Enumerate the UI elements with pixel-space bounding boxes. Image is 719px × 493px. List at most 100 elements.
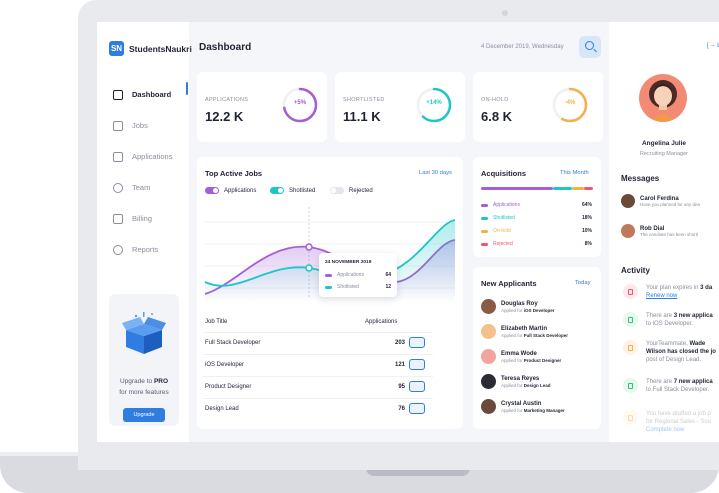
- applications-point[interactable]: [305, 243, 313, 251]
- right-panel: [→ Lo Angelina Julie Recruiting Manager …: [609, 22, 719, 442]
- upgrade-text: Upgrade to PRO for more features: [109, 376, 179, 398]
- toggle-rejected[interactable]: Rejected: [330, 187, 373, 194]
- avatar: [481, 374, 496, 389]
- job-title: Product Designer: [205, 384, 252, 390]
- job-title: Design Lead: [205, 406, 239, 412]
- chart-view-button[interactable]: [409, 337, 425, 348]
- activity-item[interactable]: Your plan expires in 3 da Renew now: [623, 284, 712, 300]
- activity-item[interactable]: YourTeammate, Wade Wilson has closed the …: [623, 340, 716, 364]
- renew-now-link[interactable]: Renew now: [646, 293, 678, 299]
- sidebar-item-reports[interactable]: Reports: [113, 234, 172, 265]
- applicant-role: iOS Developer: [523, 307, 555, 313]
- sidebar-item-jobs[interactable]: Jobs: [113, 110, 172, 141]
- applied-for-prefix: Applied for: [501, 332, 524, 338]
- activity-bold: 3 new applica: [673, 313, 713, 319]
- document-icon: [623, 312, 638, 327]
- acquisition-label: Shotlisted: [493, 215, 515, 221]
- applicant-item[interactable]: Teresa Reyes Applied for Design Lead: [481, 374, 551, 389]
- chart-view-button[interactable]: [409, 381, 425, 392]
- sidebar-item-applications[interactable]: Applications: [113, 141, 172, 172]
- alert-icon: [623, 284, 638, 299]
- sidebar-item-label: Applications: [132, 152, 173, 161]
- acquisition-value: 18%: [581, 215, 592, 221]
- chart-view-button[interactable]: [409, 403, 425, 414]
- activity-item[interactable]: There are 7 new applica to Full Stack Dev…: [623, 378, 713, 394]
- tooltip-label: Shotlisted: [337, 284, 359, 290]
- acquisitions-bar-onhold: [572, 187, 584, 190]
- draft-icon: [623, 410, 638, 425]
- avatar-illustration: [649, 80, 677, 122]
- column-header-applications: Applications: [365, 319, 398, 325]
- message-item[interactable]: Rob Dial The candiate has been shortl: [621, 224, 698, 238]
- activity-text: Wilson has closed the jo: [646, 349, 716, 355]
- sidebar-item-billing[interactable]: Billing: [113, 203, 172, 234]
- avatar: [621, 224, 635, 238]
- close-circle-icon: [623, 340, 638, 355]
- logout-link[interactable]: [→ Lo: [707, 42, 719, 49]
- activity-text: There are: [646, 379, 674, 385]
- legend-swatch: [481, 242, 488, 246]
- chart-tooltip: 24 NOVEMBER 2019 Applications 64 Shotlist…: [319, 253, 397, 297]
- activity-text: Your plan expires in: [646, 285, 701, 291]
- stat-label: SHORTLISTED: [343, 97, 385, 103]
- job-title: Full Stack Developer: [205, 340, 261, 346]
- stat-label: ON-HOLD: [481, 97, 509, 103]
- legend-swatch: [481, 216, 488, 220]
- last-30-days-link[interactable]: Last 30 days: [419, 170, 452, 176]
- team-icon: [113, 182, 123, 193]
- stat-change: +14%: [426, 100, 442, 106]
- table-row[interactable]: Design Lead 76: [203, 398, 433, 420]
- active-indicator: [186, 82, 188, 95]
- sidebar-item-dashboard[interactable]: Dashboard: [113, 79, 172, 110]
- table-row[interactable]: Full Stack Developer 203: [203, 332, 433, 354]
- tooltip-row: Shotlisted 12: [325, 284, 391, 290]
- applied-for-prefix: Applied for: [501, 407, 524, 413]
- job-title: iOS Developer: [205, 362, 245, 368]
- stat-label: APPLICATIONS: [205, 97, 249, 103]
- job-count: 121: [394, 362, 405, 368]
- avatar: [481, 349, 496, 364]
- this-month-link[interactable]: This Month: [560, 170, 589, 176]
- tooltip-title: 24 NOVEMBER 2019: [325, 260, 372, 265]
- stat-ring: [416, 87, 452, 123]
- search-icon-handle: [593, 48, 597, 53]
- toggle-switch: [205, 187, 219, 194]
- applied-for-prefix: Applied for: [501, 357, 524, 363]
- sidebar: SN StudentsNaukri Dashboard Jobs Applica…: [97, 22, 192, 442]
- table-row[interactable]: iOS Developer 121: [203, 354, 433, 376]
- job-count: 203: [394, 340, 405, 346]
- stat-value: 6.8 K: [481, 109, 513, 124]
- legend-swatch: [325, 273, 332, 277]
- toggle-shortlisted[interactable]: Shotlisted: [270, 187, 315, 194]
- tooltip-value: 12: [385, 284, 391, 290]
- complete-now-link[interactable]: Complete now: [646, 427, 685, 433]
- applicant-item[interactable]: Douglas Roy Applied for iOS Developer: [481, 299, 555, 314]
- applicant-item[interactable]: Emma Wode Applied for Product Designer: [481, 349, 561, 364]
- sidebar-item-team[interactable]: Team: [113, 172, 172, 203]
- legend-swatch: [481, 229, 488, 233]
- search-button[interactable]: [579, 36, 601, 58]
- toggle-label: Shotlisted: [289, 187, 316, 194]
- job-count: 76: [398, 406, 405, 412]
- upgrade-button[interactable]: Upgrade: [123, 408, 165, 422]
- brand[interactable]: SN StudentsNaukri: [109, 41, 192, 56]
- acquisition-row: Shotlisted 18%: [481, 215, 592, 221]
- applicant-item[interactable]: Elizabeth Martin Applied for Full Stack D…: [481, 324, 568, 339]
- chart-view-button[interactable]: [409, 359, 425, 370]
- toggle-applications[interactable]: Applications: [205, 187, 256, 194]
- acquisition-row: On-hold 10%: [481, 228, 592, 234]
- message-item[interactable]: Carol Ferdina Have you planned for any de…: [621, 194, 700, 208]
- activity-item[interactable]: You have drafted a job p for Regional Sal…: [623, 410, 711, 434]
- activity-text: to Full Stack Developer.: [646, 387, 710, 393]
- avatar: [481, 299, 496, 314]
- activity-item[interactable]: There are 3 new applica to iOS Developer.: [623, 312, 713, 328]
- shortlisted-point[interactable]: [305, 264, 313, 272]
- today-link[interactable]: Today: [575, 280, 591, 286]
- acquisition-row: Applications 64%: [481, 202, 592, 208]
- acquisitions-bar-shortlisted: [553, 187, 572, 190]
- table-row[interactable]: Product Designer 95: [203, 376, 433, 398]
- profile-avatar[interactable]: [639, 74, 687, 122]
- tooltip-value: 64: [385, 272, 391, 278]
- applicant-item[interactable]: Crystal Austin Applied for Marketing Mana…: [481, 399, 565, 414]
- applicant-role: Full Stack Developer: [523, 332, 569, 338]
